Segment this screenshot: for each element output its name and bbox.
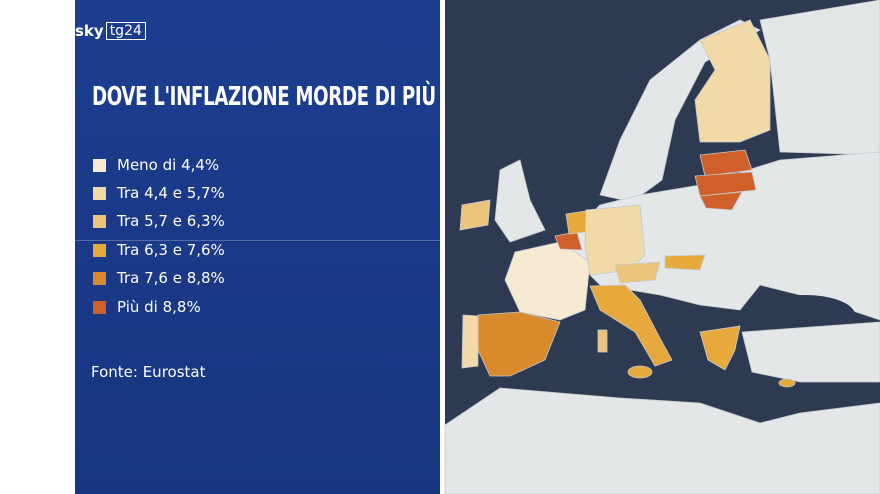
spain [477, 311, 561, 377]
black-sea [755, 295, 855, 335]
legend-label: Meno di 4,4% [117, 156, 220, 174]
source: Fonte: Eurostat [91, 363, 206, 381]
title: DOVE L'INFLAZIONE MORDE DI PIÙ [92, 82, 436, 112]
logo: sky tg24 [75, 22, 146, 40]
italy [589, 284, 673, 367]
lithuania [699, 191, 743, 211]
ireland [459, 199, 491, 231]
netherlands [565, 210, 587, 235]
map [440, 0, 880, 494]
sicily [627, 365, 653, 379]
legend-item: Tra 7,6 e 8,8% [93, 269, 225, 287]
legend-item: Meno di 4,4% [93, 156, 219, 174]
slovakia [664, 254, 706, 271]
estonia [699, 149, 753, 177]
turkey [741, 321, 880, 383]
side-panel: sky tg24 DOVE L'INFLAZIONE MORDE DI PIÙ … [75, 0, 440, 494]
logo-channel: tg24 [105, 22, 146, 40]
greece [699, 325, 741, 371]
scandinavia [599, 19, 761, 203]
legend-label: Tra 5,7 e 6,3% [117, 212, 225, 230]
gap [440, 0, 445, 494]
legend-swatch [93, 300, 106, 314]
sardinia [597, 329, 608, 353]
austria [614, 261, 661, 284]
portugal [461, 314, 479, 369]
divider [75, 240, 440, 241]
finland [694, 19, 771, 143]
legend-label: Tra 7,6 e 8,8% [117, 269, 225, 287]
legend-label: Tra 6,3 e 7,6% [117, 241, 225, 259]
legend-item: Tra 6,3 e 7,6% [93, 241, 225, 259]
legend-swatch [93, 243, 106, 257]
legend-swatch [93, 158, 106, 172]
legend-swatch [93, 271, 106, 285]
legend-item: Più di 8,8% [93, 298, 201, 316]
legend-swatch [93, 186, 106, 200]
africa [444, 387, 880, 494]
uk [494, 159, 546, 243]
russia [759, 0, 880, 156]
legend-item: Tra 4,4 e 5,7% [93, 184, 225, 202]
legend-label: Più di 8,8% [117, 298, 201, 316]
legend-label: Tra 4,4 e 5,7% [117, 184, 225, 202]
latvia [694, 171, 757, 197]
logo-brand: sky [75, 22, 104, 40]
legend-item: Tra 5,7 e 6,3% [93, 212, 225, 230]
cyprus [778, 378, 796, 388]
legend-swatch [93, 214, 106, 228]
